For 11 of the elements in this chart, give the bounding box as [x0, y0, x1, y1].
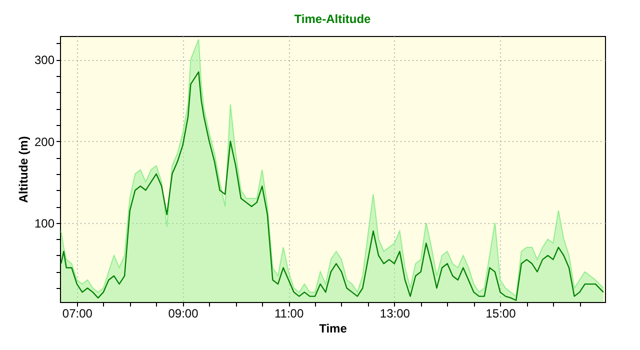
- y-tick-label: 300: [34, 53, 55, 68]
- x-tick-label: 15:00: [486, 306, 516, 320]
- y-axis-title: Altitude (m): [16, 136, 30, 203]
- x-tick-label: 07:00: [62, 306, 93, 320]
- chart-title: Time-Altitude: [294, 12, 372, 26]
- x-tick-label: 09:00: [168, 306, 199, 320]
- y-tick-label: 200: [34, 134, 55, 149]
- x-tick-label: 11:00: [274, 306, 304, 320]
- x-tick-label: 13:00: [380, 306, 410, 320]
- x-axis-title: Time: [319, 322, 348, 336]
- y-tick-label: 100: [34, 216, 55, 230]
